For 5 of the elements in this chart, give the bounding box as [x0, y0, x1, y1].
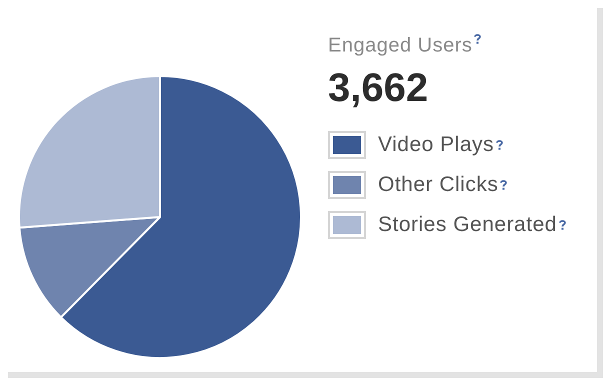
legend-label: Other Clicks	[378, 172, 498, 197]
chart-title: Engaged Users	[328, 34, 472, 57]
legend-label: Video Plays	[378, 132, 494, 157]
legend-label: Stories Generated	[378, 212, 557, 237]
chart-subtitle: 3,662	[328, 66, 430, 111]
